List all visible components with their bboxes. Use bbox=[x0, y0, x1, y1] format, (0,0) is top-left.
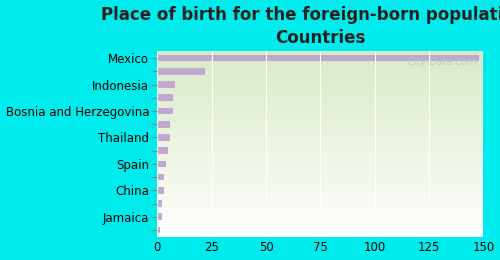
Bar bbox=[158, 68, 205, 75]
Bar bbox=[158, 108, 172, 114]
Bar bbox=[158, 161, 166, 167]
Bar bbox=[158, 94, 172, 101]
Bar bbox=[158, 200, 162, 207]
Bar bbox=[158, 55, 479, 61]
Bar bbox=[158, 147, 168, 154]
Bar bbox=[158, 227, 160, 233]
Bar bbox=[158, 213, 162, 220]
Bar bbox=[158, 187, 164, 194]
Bar bbox=[158, 81, 175, 88]
Bar bbox=[158, 134, 170, 141]
Bar bbox=[158, 121, 170, 127]
Title: Place of birth for the foreign-born population -
Countries: Place of birth for the foreign-born popu… bbox=[102, 5, 500, 47]
Bar bbox=[158, 174, 164, 180]
Text: City-Data.com: City-Data.com bbox=[407, 57, 477, 67]
